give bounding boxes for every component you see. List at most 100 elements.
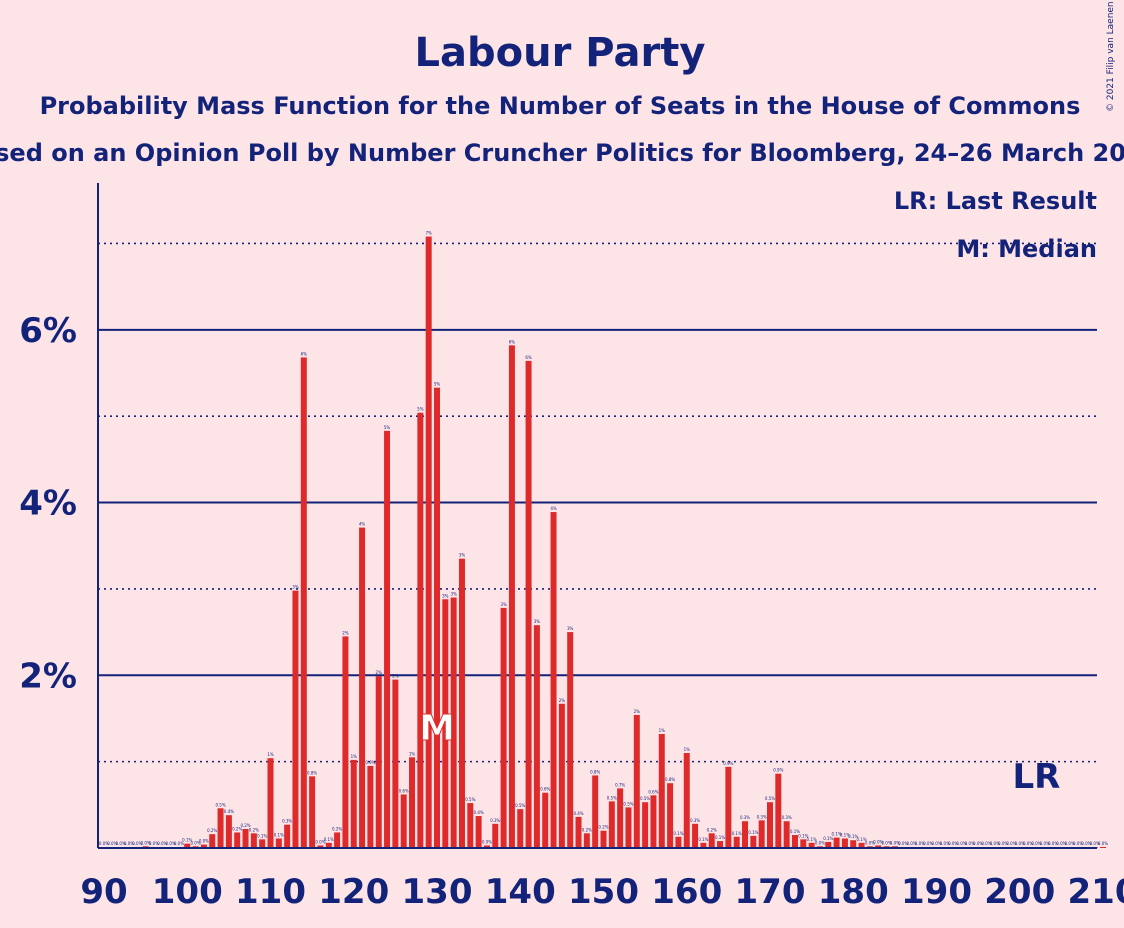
bar-label-seat-149: 0.8% xyxy=(590,769,600,774)
bar-seat-169 xyxy=(758,820,765,848)
bar-label-seat-165: 0.9% xyxy=(723,761,733,766)
bar-label-seat-201: 0.0% xyxy=(1023,841,1033,846)
bar-label-seat-96: 0.0% xyxy=(149,841,159,846)
bar-seat-127 xyxy=(409,757,416,848)
bar-seat-180 xyxy=(850,840,857,848)
bar-seat-100 xyxy=(184,843,191,848)
bar-seat-159 xyxy=(675,836,682,848)
bar-label-seat-177: 0.1% xyxy=(823,836,833,841)
bar-seat-155 xyxy=(642,802,649,848)
bar-label-seat-171: 0.9% xyxy=(773,768,783,773)
bar-seat-135 xyxy=(475,816,482,848)
bar-seat-103 xyxy=(209,834,216,848)
bar-seat-168 xyxy=(750,835,757,848)
bar-label-seat-193: 0.0% xyxy=(956,841,966,846)
bar-seat-144 xyxy=(550,512,557,848)
bar-label-seat-109: 0.1% xyxy=(257,833,267,838)
bar-seat-105 xyxy=(225,815,232,848)
bar-seat-139 xyxy=(508,345,515,848)
bar-seat-163 xyxy=(708,833,715,848)
bar-label-seat-127: 1% xyxy=(409,751,416,756)
bar-label-seat-191: 0.0% xyxy=(940,841,950,846)
legend-median: M: Median xyxy=(956,235,1097,263)
bar-label-seat-113: 3% xyxy=(292,585,299,590)
bar-label-seat-108: 0.2% xyxy=(249,827,259,832)
bar-label-seat-159: 0.1% xyxy=(673,831,683,836)
bar-seat-118 xyxy=(334,832,341,848)
chart-subtitle: Probability Mass Function for the Number… xyxy=(40,92,1081,120)
bar-label-seat-202: 0.0% xyxy=(1031,841,1041,846)
bar-label-seat-136: 0.0% xyxy=(482,839,492,844)
y-tick-labels: 2% 4% 6% xyxy=(19,311,77,696)
bar-seat-134 xyxy=(467,803,474,848)
bar-label-seat-125: 2% xyxy=(392,674,399,679)
bar-seat-132 xyxy=(450,597,457,848)
chart-title: Labour Party xyxy=(415,30,706,76)
bar-label-seat-208: 0.0% xyxy=(1081,841,1091,846)
bar-label-seat-175: 0.1% xyxy=(807,837,817,842)
bar-label-seat-151: 0.5% xyxy=(607,795,617,800)
legend-last-result: LR: Last Result xyxy=(894,187,1097,215)
bar-label-seat-101: 0.0% xyxy=(190,840,200,845)
copyright-notice: © 2021 Filip van Laenen xyxy=(1106,1,1116,112)
bar-label-seat-187: 0.0% xyxy=(906,841,916,846)
bar-seat-104 xyxy=(217,808,224,848)
bar-seat-120 xyxy=(350,759,357,848)
bar-seat-147 xyxy=(575,816,582,848)
bar-label-seat-104: 0.5% xyxy=(215,802,225,807)
bar-label-seat-111: 0.1% xyxy=(274,833,284,838)
grid-lines xyxy=(98,242,1097,763)
bar-label-seat-158: 0.8% xyxy=(665,777,675,782)
x-tick-labels: 90 100 110 120 130 140 150 160 170 180 190 200 210 xyxy=(80,872,1124,912)
bar-seat-119 xyxy=(342,636,349,848)
bar-label-seat-117: 0.1% xyxy=(324,837,334,842)
bar-label-seat-95: 0.0% xyxy=(141,840,151,845)
bar-label-seat-116: 0.0% xyxy=(315,839,325,844)
bar-label-seat-176: 0.0% xyxy=(815,840,825,845)
bar-label-seat-128: 5% xyxy=(417,407,424,412)
bar-label-seat-94: 0.0% xyxy=(132,841,142,846)
bar-seat-141 xyxy=(525,360,532,848)
bar-label-seat-93: 0.0% xyxy=(124,841,134,846)
bar-label-seat-150: 0.2% xyxy=(598,825,608,830)
last-result-marker: LR xyxy=(1012,757,1060,797)
bar-seat-175 xyxy=(808,842,815,848)
bar-seat-174 xyxy=(800,839,807,848)
bar-seat-178 xyxy=(833,837,840,848)
bar-seat-161 xyxy=(692,823,699,848)
bar-label-seat-185: 0.0% xyxy=(890,840,900,845)
bar-label-seat-102: 0.0% xyxy=(199,839,209,844)
bar-label-seat-144: 4% xyxy=(550,506,557,511)
bar-label-seat-190: 0.0% xyxy=(931,841,941,846)
bar-seat-126 xyxy=(400,794,407,848)
axes xyxy=(97,183,1097,849)
bar-seat-177 xyxy=(825,841,832,848)
bar-label-seat-167: 0.3% xyxy=(740,815,750,820)
bar-seat-156 xyxy=(650,795,657,848)
bar-label-seat-142: 3% xyxy=(534,619,541,624)
bar-seat-179 xyxy=(841,838,848,848)
y-tick-4: 4% xyxy=(19,484,77,524)
bar-label-seat-194: 0.0% xyxy=(965,841,975,846)
bar-seat-158 xyxy=(667,783,674,848)
bar-label-seat-195: 0.0% xyxy=(973,841,983,846)
bar-seat-164 xyxy=(717,841,724,848)
bar-label-seat-155: 0.5% xyxy=(640,796,650,801)
bar-seat-111 xyxy=(275,838,282,848)
bar-seat-108 xyxy=(250,833,257,848)
bar-label-seat-132: 3% xyxy=(450,592,457,597)
bar-label-seat-180: 0.1% xyxy=(848,834,858,839)
bar-label-seat-183: 0.0% xyxy=(873,839,883,844)
bar-label-seat-105: 0.4% xyxy=(224,809,234,814)
bar-label-seat-90: 0.0% xyxy=(99,841,109,846)
bar-seat-121 xyxy=(359,527,366,848)
bar-label-seat-99: 0.0% xyxy=(174,841,184,846)
bar-seat-152 xyxy=(617,788,624,848)
bar-seat-146 xyxy=(567,632,574,848)
bar-seat-128 xyxy=(417,412,424,848)
bar-seat-115 xyxy=(309,776,316,848)
bar-label-seat-114: 6% xyxy=(301,351,308,356)
y-tick-6: 6% xyxy=(19,311,77,351)
x-tick-130: 130 xyxy=(402,872,473,912)
